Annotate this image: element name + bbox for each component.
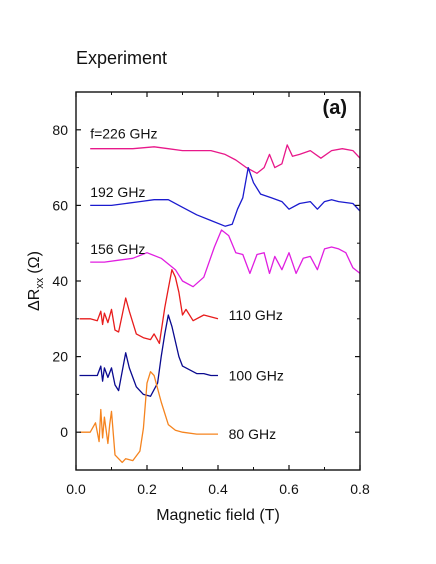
y-tick-label: 60 <box>52 197 68 213</box>
y-axis-title-sub: xx <box>34 277 46 289</box>
y-tick-label: 0 <box>60 424 68 440</box>
series-label-156-ghz: 156 GHz <box>90 241 145 257</box>
series-line-110-ghz <box>79 269 219 345</box>
series-line-80-ghz <box>79 371 218 464</box>
y-axis-title-main: ΔR <box>26 289 43 311</box>
series-labels: f=226 GHz 192 GHz 156 GHz 110 GHz 100 GHz 80 … <box>90 126 284 443</box>
y-axis-title: ΔRxx (Ω) <box>26 251 46 311</box>
y-axis-title-unit: (Ω) <box>26 251 43 274</box>
chart-header: Experiment <box>76 48 167 68</box>
series-label-80-ghz: 80 GHz <box>229 426 276 442</box>
x-axis-title: Magnetic field (T) <box>156 507 280 524</box>
x-axis: 0.0 0.2 0.4 0.6 0.8 <box>66 92 370 497</box>
series-layer <box>79 144 361 464</box>
series-line-192-ghz <box>90 166 361 227</box>
x-tick-label: 0.8 <box>350 481 370 497</box>
x-tick-label: 0.4 <box>208 481 228 497</box>
series-label-192-ghz: 192 GHz <box>90 184 145 200</box>
x-tick-label: 0.0 <box>66 481 86 497</box>
y-tick-label: 80 <box>52 122 68 138</box>
series-line-f-226-ghz <box>90 144 361 174</box>
y-axis: 0 20 40 60 80 <box>52 122 360 440</box>
panel-label: (a) <box>323 97 347 119</box>
series-line-100-ghz <box>79 314 218 397</box>
series-label-100-ghz: 100 GHz <box>229 368 284 384</box>
series-line-156-ghz <box>90 229 361 288</box>
x-tick-label: 0.6 <box>279 481 299 497</box>
y-tick-label: 20 <box>52 349 68 365</box>
series-label-110-ghz: 110 GHz <box>229 307 283 323</box>
x-tick-label: 0.2 <box>137 481 157 497</box>
y-tick-label: 40 <box>52 273 68 289</box>
series-label-f-226-ghz: f=226 GHz <box>90 126 157 142</box>
